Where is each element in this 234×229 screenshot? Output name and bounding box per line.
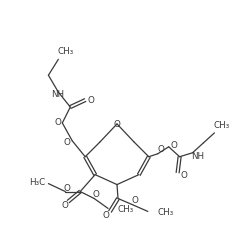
Text: O: O [88,95,95,104]
Text: CH₃: CH₃ [158,207,174,216]
Text: NH: NH [51,89,64,98]
Text: O: O [157,145,164,154]
Text: O: O [55,118,62,127]
Text: O: O [93,189,99,198]
Text: CH₃: CH₃ [57,47,73,56]
Text: CH₃: CH₃ [117,204,133,213]
Text: CH₃: CH₃ [213,121,230,130]
Text: O: O [113,120,121,129]
Text: O: O [62,200,69,209]
Text: O: O [180,170,187,179]
Text: O: O [64,183,71,192]
Text: O: O [64,138,71,147]
Text: O: O [132,195,138,204]
Text: O: O [103,210,110,219]
Text: O: O [170,141,177,150]
Text: H₃C: H₃C [29,177,45,186]
Text: NH: NH [191,152,204,161]
